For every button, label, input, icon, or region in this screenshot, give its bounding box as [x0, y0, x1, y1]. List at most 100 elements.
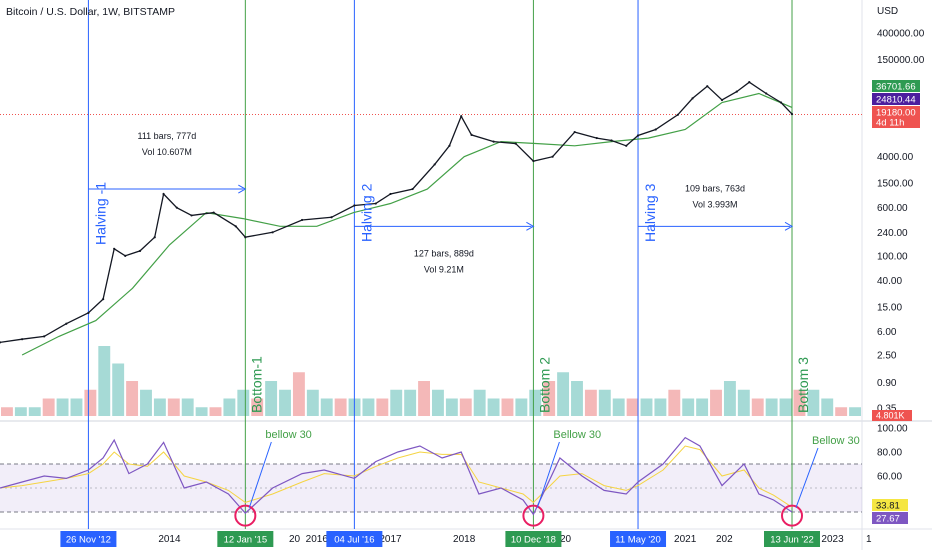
- date-badge-text: 13 Jun '22: [770, 535, 814, 546]
- price-point: [532, 159, 535, 163]
- note-arrow: [795, 447, 819, 508]
- rsi-pane[interactable]: [0, 421, 862, 529]
- date-badge-text: 12 Jan '15: [224, 535, 268, 546]
- time-edge-label: 20: [560, 534, 572, 545]
- volume-bar: [42, 398, 55, 416]
- price-tick: 1500.00: [877, 179, 914, 190]
- price-tick: 6.00: [877, 327, 897, 338]
- halving-label: Halving 2: [358, 183, 374, 242]
- rsi-tick: 80.00: [877, 448, 902, 459]
- price-point: [374, 202, 377, 205]
- volume-bar: [237, 389, 250, 416]
- date-badge: [505, 531, 562, 547]
- price-tick: 0.35: [877, 403, 897, 414]
- price-point: [636, 134, 640, 137]
- volume-bar: [404, 389, 417, 416]
- price-point: [595, 136, 598, 140]
- price-tick: 4000.00: [877, 152, 914, 163]
- volume-bar: [112, 363, 125, 416]
- volume-bar: [557, 372, 570, 416]
- measure-range-text: 109 bars, 763d: [685, 183, 745, 193]
- event-lines: [87, 0, 793, 529]
- volume-bar: [682, 398, 695, 416]
- price-point: [190, 214, 193, 217]
- event-labels: Halving -1 Halving 2 Halving 3 Bottom-1 Bott…: [92, 182, 811, 413]
- rsi-tick: 100.00: [877, 424, 908, 435]
- price-badge: [872, 116, 920, 128]
- price-badge-text: 4d 11h: [876, 118, 904, 129]
- volume-bar: [265, 381, 278, 416]
- bottom-label: Bottom-1: [248, 356, 264, 413]
- time-edge-label: 1: [866, 534, 872, 545]
- price-point: [353, 204, 356, 207]
- date-badge: [764, 531, 821, 547]
- volume-bar: [626, 398, 639, 416]
- volume-bar: [306, 389, 319, 416]
- price-tick: 40.00: [877, 276, 902, 287]
- volume-bar: [445, 398, 458, 416]
- volume-bars: [1, 346, 861, 416]
- price-pane[interactable]: [0, 0, 862, 421]
- price-point: [470, 133, 473, 136]
- date-badge: [610, 531, 667, 547]
- volume-bar: [70, 398, 83, 416]
- price-point: [102, 298, 105, 301]
- price-tick: 150000.00: [877, 55, 925, 66]
- price-point: [676, 113, 679, 116]
- volume-bar: [751, 398, 764, 416]
- volume-bar: [84, 389, 97, 416]
- date-badge: [217, 531, 274, 547]
- price-point: [43, 335, 46, 338]
- date-badge-text: 26 Nov '12: [66, 535, 111, 546]
- rsi-badge: [872, 512, 908, 524]
- volume-bar: [779, 398, 792, 416]
- volume-bar: [529, 389, 542, 416]
- volume-bar: [584, 389, 597, 416]
- bottom-circle: [781, 504, 804, 527]
- volume-bar: [223, 398, 236, 416]
- volume-bar: [209, 407, 222, 416]
- bottom-circle: [234, 504, 257, 527]
- measure-volume-text: Vol 3.993M: [693, 199, 738, 209]
- time-label: 2016: [306, 534, 329, 545]
- price-tick: 240.00: [877, 228, 908, 239]
- volume-bar: [668, 389, 681, 416]
- volume-bar: [251, 398, 264, 416]
- price-point: [706, 85, 709, 88]
- volume-bar: [737, 389, 750, 416]
- volume-bar: [473, 389, 486, 416]
- time-label: 2017: [379, 534, 402, 545]
- price-point: [460, 115, 463, 118]
- volume-bar: [167, 398, 180, 416]
- price-point: [551, 155, 554, 158]
- volume-bar: [821, 398, 834, 416]
- price-point: [0, 341, 2, 344]
- volume-bar: [543, 381, 556, 416]
- volume-bar: [432, 389, 444, 416]
- volume-bar: [1, 407, 13, 416]
- price-point: [330, 216, 333, 219]
- volume-bar: [654, 398, 667, 416]
- volume-bar: [612, 398, 625, 416]
- volume-bar: [98, 346, 111, 416]
- price-tick: 15.00: [877, 302, 902, 313]
- volume-bar: [710, 389, 722, 416]
- volume-bar: [195, 407, 208, 416]
- volume-bar: [835, 407, 848, 416]
- price-badge-text: 19180.00: [876, 108, 916, 119]
- price-point: [514, 142, 517, 145]
- volume-bar: [14, 407, 27, 416]
- measure-arrow-head: [784, 221, 794, 231]
- price-badge: [872, 106, 920, 118]
- measure-arrow-head: [526, 221, 535, 231]
- volume-bar: [487, 398, 500, 416]
- price-point: [411, 187, 414, 191]
- date-badge-text: 10 Dec '18: [511, 535, 556, 546]
- time-label: 2023: [821, 534, 844, 545]
- price-point: [65, 322, 68, 325]
- price-point: [300, 218, 304, 222]
- time-label: 2018: [453, 534, 476, 545]
- volume-badge: [872, 410, 912, 421]
- volume-bar: [390, 389, 403, 416]
